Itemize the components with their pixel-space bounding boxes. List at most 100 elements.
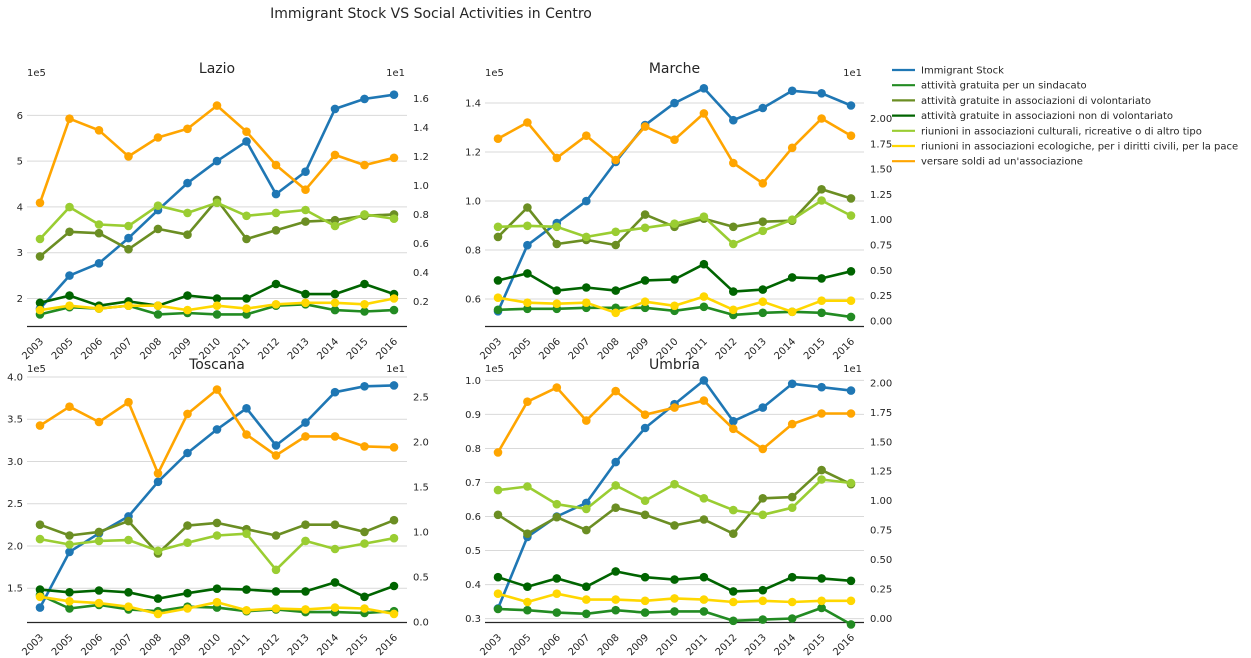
data-point — [787, 273, 797, 282]
data-point — [330, 298, 340, 308]
data-point — [817, 409, 826, 418]
data-point — [330, 544, 340, 554]
data-point — [183, 305, 192, 315]
data-point — [523, 397, 532, 407]
data-point — [523, 240, 532, 250]
x-tick-label: 2010 — [197, 632, 223, 658]
data-point — [846, 596, 856, 606]
data-point — [758, 403, 768, 412]
data-point — [94, 259, 104, 268]
data-point — [183, 521, 192, 530]
right-tick-label: 0.4 — [413, 268, 429, 279]
data-point — [758, 444, 768, 454]
data-point — [582, 131, 591, 140]
right-tick-label: 1.6 — [413, 94, 429, 105]
series-riunioni-in-associazioni-culturali-ricreative-o-di-altro-tipo — [493, 475, 856, 520]
data-point — [611, 155, 620, 165]
data-point — [552, 499, 562, 509]
left-tick-label: 4.0 — [7, 373, 23, 384]
series-versare-soldi-ad-un-associazione — [493, 383, 856, 457]
x-tick-label: 2014 — [773, 632, 799, 658]
data-point — [301, 418, 310, 427]
data-point — [153, 224, 163, 234]
data-point — [212, 310, 222, 319]
data-point — [153, 609, 163, 619]
data-point — [582, 582, 591, 591]
series-attivit-gratuite-in-associazioni-di-volontariato — [493, 465, 856, 538]
x-tick-label: 2006 — [79, 336, 105, 362]
data-point — [670, 575, 679, 584]
data-point — [94, 417, 104, 427]
data-point — [729, 616, 738, 626]
data-point — [729, 222, 738, 232]
data-point — [729, 287, 738, 296]
data-point — [758, 226, 768, 236]
left-tick-label: 0.7 — [465, 478, 481, 489]
x-tick-label: 2007 — [109, 632, 135, 658]
data-point — [493, 232, 503, 242]
data-point — [330, 432, 340, 441]
data-point — [611, 286, 620, 295]
data-point — [493, 222, 503, 232]
panel-title: Toscana — [188, 357, 245, 373]
legend-label: attività gratuita per un sindacato — [921, 80, 1087, 92]
x-tick-label: 2010 — [655, 632, 681, 658]
right-tick-label: 1.75 — [870, 408, 892, 419]
data-point — [124, 301, 133, 311]
data-point — [582, 298, 591, 308]
data-point — [212, 198, 222, 208]
data-point — [360, 604, 369, 613]
data-point — [787, 215, 797, 224]
data-point — [670, 521, 679, 530]
data-point — [640, 510, 650, 520]
data-point — [389, 214, 399, 223]
data-point — [640, 410, 650, 420]
data-point — [35, 252, 45, 261]
data-point — [846, 101, 856, 110]
left-tick-label: 0.5 — [465, 546, 481, 557]
x-tick-label: 2003 — [478, 336, 504, 362]
data-point — [301, 587, 310, 596]
data-point — [94, 536, 104, 546]
data-point — [699, 494, 709, 503]
x-tick-label: 2003 — [20, 336, 46, 362]
data-point — [846, 576, 856, 586]
data-point — [360, 160, 369, 170]
x-tick-label: 2016 — [831, 336, 857, 362]
data-point — [640, 496, 650, 506]
panel-toscana: 1.5 2.0 2.5 3.0 3.5 4.0 0.0 0.5 1.0 1.5 2.0 2.5 1e5 1… — [7, 357, 429, 658]
data-point — [212, 294, 222, 303]
data-point — [640, 572, 650, 582]
data-point — [242, 430, 251, 439]
series-attivit-gratuite-in-associazioni-non-di-volontariato — [493, 567, 856, 596]
panel-marche: 0.6 0.8 1.0 1.2 1.4 0.00 0.25 0.50 0.75 1.00 1.25 1… — [465, 61, 892, 362]
data-point — [846, 409, 856, 418]
data-point — [153, 594, 163, 603]
left-tick-label: 6 — [17, 111, 23, 122]
data-point — [330, 104, 340, 114]
data-point — [183, 178, 192, 188]
legend-label: Immigrant Stock — [921, 66, 1004, 77]
right-tick-label: 0.75 — [870, 241, 892, 252]
data-point — [582, 196, 591, 206]
data-point — [271, 451, 281, 460]
data-point — [552, 153, 562, 163]
x-tick-label: 2013 — [286, 336, 312, 362]
data-point — [523, 482, 532, 491]
data-point — [670, 98, 679, 108]
data-point — [153, 546, 163, 556]
data-point — [183, 124, 192, 134]
data-point — [817, 308, 826, 318]
data-point — [94, 304, 104, 313]
data-point — [94, 220, 104, 229]
x-tick-label: 2007 — [109, 336, 135, 362]
data-point — [552, 299, 562, 309]
data-point — [65, 202, 74, 212]
data-point — [787, 572, 797, 582]
series-versare-soldi-ad-un-associazione — [35, 101, 399, 208]
right-tick-label: 0.00 — [870, 316, 892, 327]
right-tick-label: 1.4 — [413, 123, 429, 134]
data-point — [640, 596, 650, 606]
data-point — [729, 587, 738, 596]
data-point — [389, 294, 399, 303]
